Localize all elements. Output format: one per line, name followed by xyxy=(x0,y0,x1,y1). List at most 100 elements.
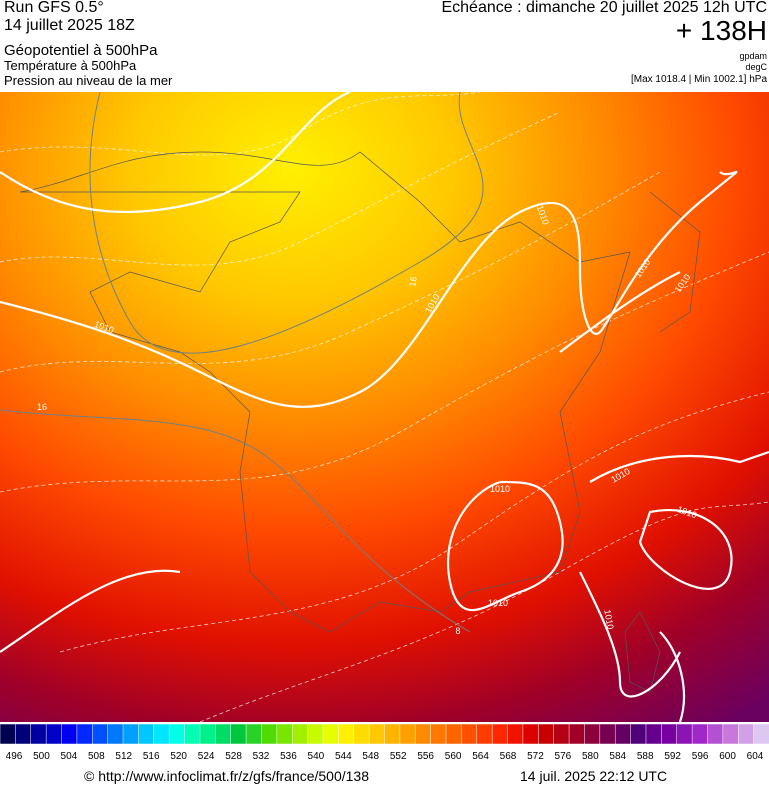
colorbar: 496 500 504 508 512 516 520 524 528 532 536 540 544 5… xyxy=(0,723,769,762)
colorbar-swatch xyxy=(122,723,140,745)
run-date: 14 juillet 2025 18Z xyxy=(4,17,135,34)
colorbar-swatch xyxy=(368,723,386,745)
temperature-field xyxy=(0,92,769,722)
colorbar-label: 580 xyxy=(582,751,599,762)
colorbar-label: 596 xyxy=(692,751,709,762)
source-url: © http://www.infoclimat.fr/z/gfs/france/… xyxy=(84,768,369,784)
lead-time: + 138H xyxy=(675,15,767,46)
timestamp: 14 juil. 2025 22:12 UTC xyxy=(520,768,668,784)
colorbar-label: 564 xyxy=(472,751,489,762)
colorbar-swatch xyxy=(384,723,401,745)
colorbar-swatch xyxy=(322,723,340,745)
map: 1010101010101010101010101010101010101010… xyxy=(0,92,769,722)
colorbar-swatch xyxy=(599,723,616,745)
colorbar-label: 536 xyxy=(280,751,297,762)
colorbar-swatch xyxy=(168,723,186,745)
colorbar-label: 556 xyxy=(417,751,434,762)
colorbar-swatch xyxy=(199,723,217,745)
colorbar-swatch xyxy=(215,723,232,745)
colorbar-label: 600 xyxy=(719,751,736,762)
colorbar-swatch xyxy=(445,723,463,745)
colorbar-label: 576 xyxy=(555,751,572,762)
colorbar-swatch xyxy=(722,723,739,745)
colorbar-label: 572 xyxy=(527,751,544,762)
colorbar-label: 568 xyxy=(500,751,517,762)
colorbar-swatch xyxy=(291,723,309,745)
pressure-range: [Max 1018.4 | Min 1002.1] hPa xyxy=(630,74,767,85)
colorbar-swatch xyxy=(538,723,555,745)
colorbar-swatch xyxy=(184,723,201,745)
field: Pression au niveau de la mer xyxy=(4,73,173,88)
colorbar-swatch xyxy=(45,723,63,745)
colorbar-swatch xyxy=(61,723,78,745)
colorbar-label: 512 xyxy=(115,751,132,762)
colorbar-label: 604 xyxy=(747,751,764,762)
unit: degC xyxy=(745,62,767,72)
colorbar-swatch xyxy=(491,723,509,745)
contour-label: 16 xyxy=(37,402,47,412)
colorbar-swatch xyxy=(0,723,17,745)
colorbar-swatch xyxy=(522,723,540,745)
colorbar-swatch xyxy=(399,723,417,745)
colorbar-label: 592 xyxy=(664,751,681,762)
colorbar-swatch xyxy=(245,723,263,745)
colorbar-swatch xyxy=(276,723,293,745)
run: Run GFS 0.5° xyxy=(4,0,104,16)
colorbar-swatch xyxy=(676,723,693,745)
field: Géopotentiel à 500hPa xyxy=(4,42,158,59)
colorbar-swatch xyxy=(691,723,709,745)
colorbar-swatch xyxy=(15,723,32,745)
unit: gpdam xyxy=(739,51,767,61)
colorbar-label: 532 xyxy=(253,751,270,762)
colorbar-label: 504 xyxy=(61,751,78,762)
colorbar-swatch xyxy=(645,723,663,745)
colorbar-swatch xyxy=(92,723,109,745)
colorbar-swatch xyxy=(753,723,769,745)
contour-label: 1010 xyxy=(602,609,615,630)
colorbar-label: 508 xyxy=(88,751,105,762)
colorbar-swatch xyxy=(476,723,493,745)
colorbar-swatch xyxy=(30,723,47,745)
colorbar-swatch xyxy=(415,723,432,745)
echeance: Echéance : dimanche 20 juillet 2025 12h … xyxy=(441,0,767,16)
colorbar-swatch xyxy=(353,723,370,745)
colorbar-label: 540 xyxy=(308,751,325,762)
colorbar-label: 544 xyxy=(335,751,352,762)
colorbar-swatch xyxy=(614,723,632,745)
colorbar-swatch xyxy=(430,723,447,745)
contour-label: 1010 xyxy=(490,484,510,494)
colorbar-swatch xyxy=(338,723,355,745)
contour-label: 8 xyxy=(455,626,460,636)
colorbar-swatch xyxy=(138,723,155,745)
colorbar-swatch xyxy=(553,723,570,745)
colorbar-swatch xyxy=(107,723,124,745)
colorbar-swatch xyxy=(76,723,94,745)
colorbar-label: 516 xyxy=(143,751,160,762)
contour-label: 16 xyxy=(407,276,419,288)
colorbar-label: 520 xyxy=(170,751,187,762)
colorbar-label: 528 xyxy=(225,751,242,762)
colorbar-label: 548 xyxy=(362,751,379,762)
contour-label: 1010 xyxy=(488,598,508,608)
colorbar-swatch xyxy=(707,723,724,745)
colorbar-label: 496 xyxy=(6,751,23,762)
isotherm-16 xyxy=(0,92,484,633)
colorbar-swatch xyxy=(307,723,324,745)
colorbar-swatch xyxy=(230,723,247,745)
colorbar-swatch xyxy=(507,723,524,745)
colorbar-label: 552 xyxy=(390,751,407,762)
coastline xyxy=(19,151,701,693)
colorbar-swatch xyxy=(261,723,278,745)
colorbar-label: 588 xyxy=(637,751,654,762)
colorbar-swatch xyxy=(153,723,170,745)
colorbar-swatch xyxy=(661,723,678,745)
colorbar-swatch xyxy=(461,723,478,745)
isobars xyxy=(0,92,769,722)
field: Température à 500hPa xyxy=(4,58,137,73)
colorbar-label: 500 xyxy=(33,751,50,762)
colorbar-swatch xyxy=(584,723,601,745)
colorbar-label: 584 xyxy=(609,751,626,762)
colorbar-swatch xyxy=(568,723,586,745)
colorbar-swatch xyxy=(737,723,755,745)
